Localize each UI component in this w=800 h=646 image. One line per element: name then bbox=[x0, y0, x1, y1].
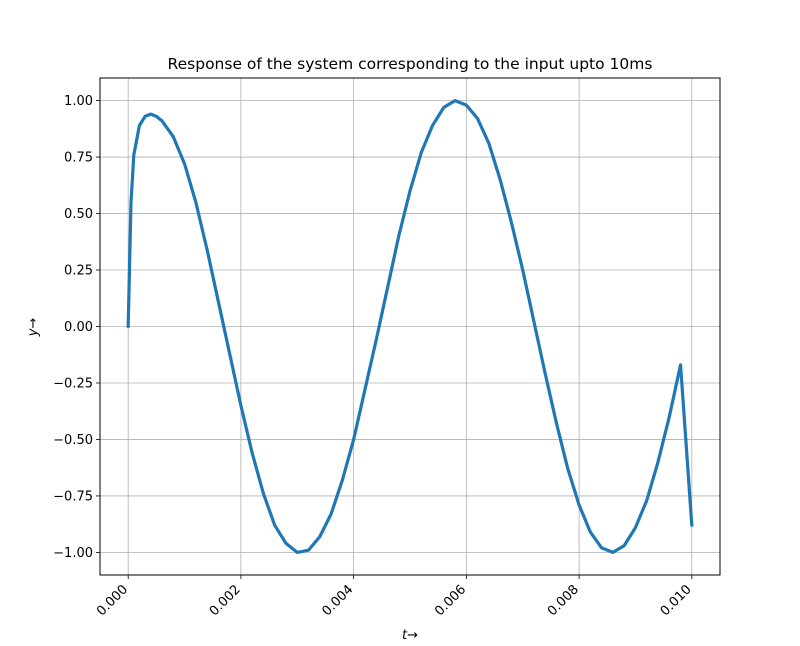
y-tick-label: 0.25 bbox=[64, 264, 93, 279]
grid bbox=[100, 78, 720, 575]
series-line bbox=[126, 98, 694, 555]
y-tick-label: −0.75 bbox=[53, 489, 93, 504]
y-tick-label: 0.00 bbox=[64, 320, 93, 335]
x-axis-label: t→ bbox=[402, 628, 418, 643]
y-tick-label: 0.75 bbox=[64, 151, 93, 166]
y-tick-label: −1.00 bbox=[53, 546, 93, 561]
y-tick-label: −0.50 bbox=[53, 433, 93, 448]
series-layer bbox=[126, 98, 694, 555]
y-axis: −1.00 −0.75 −0.50 −0.25 0.00 0.25 0.50 0.75 1.00 bbox=[53, 94, 100, 561]
y-tick-label: −0.25 bbox=[53, 376, 93, 391]
y-tick-label: 1.00 bbox=[64, 94, 93, 109]
y-axis-label: y→ bbox=[26, 318, 41, 338]
chart-title: Response of the system corresponding to … bbox=[168, 55, 653, 73]
y-tick-label: 0.50 bbox=[64, 207, 93, 222]
